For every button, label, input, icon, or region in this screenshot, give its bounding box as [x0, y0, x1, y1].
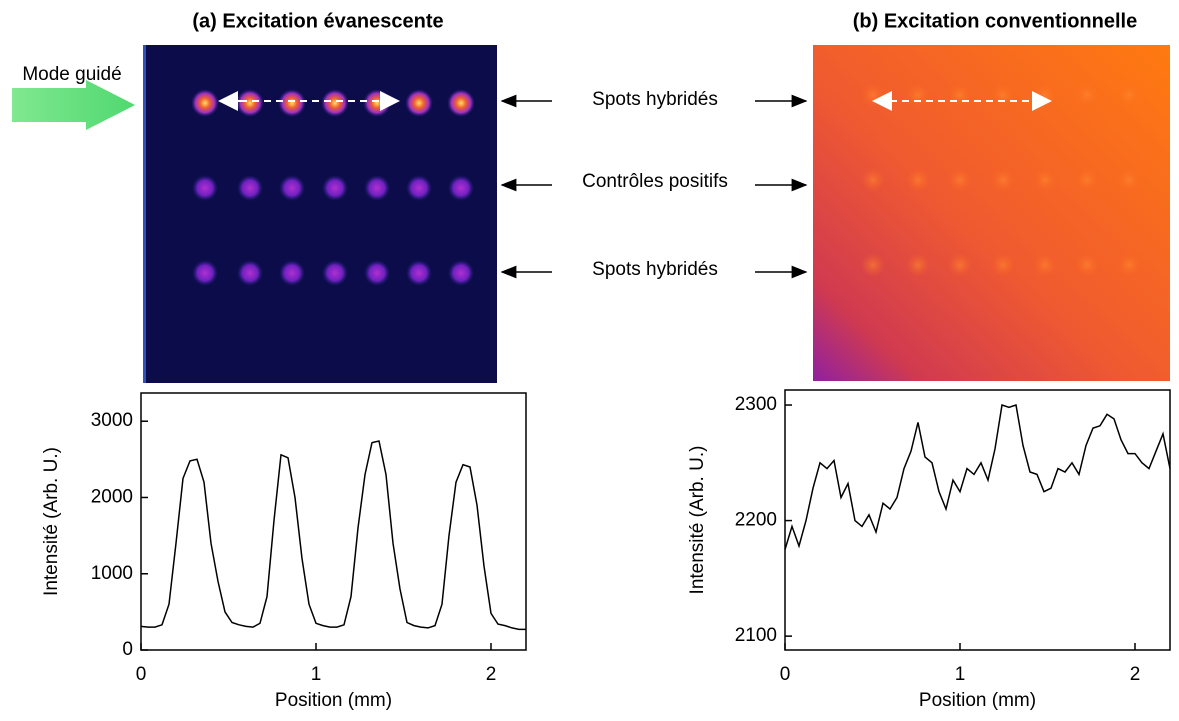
plot-frame [784, 389, 1171, 651]
x-axis-label: Position (mm) [275, 690, 392, 711]
spot [991, 253, 1015, 277]
y-tick-label: 2000 [91, 486, 133, 507]
spot [1117, 168, 1141, 192]
x-tick-label: 0 [136, 664, 147, 685]
spot [322, 260, 348, 286]
spot [1033, 168, 1057, 192]
spot [364, 260, 390, 286]
plot-frame [140, 392, 527, 651]
spot [192, 175, 218, 201]
spot [236, 89, 264, 117]
y-axis-label: Intensité (Arb. U.) [687, 446, 708, 595]
spot [363, 89, 391, 117]
data-line [784, 404, 1171, 550]
spot [1117, 253, 1141, 277]
spot [991, 83, 1015, 107]
annotation-arrows [500, 94, 808, 279]
spot [321, 89, 349, 117]
spot [191, 89, 219, 117]
spot [364, 175, 390, 201]
chart-title: (a) Excitation évanescente [192, 10, 443, 32]
spot [1075, 83, 1099, 107]
spot [906, 83, 930, 107]
spot [948, 253, 972, 277]
spot [322, 175, 348, 201]
spot [1075, 253, 1099, 277]
spot [1117, 83, 1141, 107]
y-tick-label: 2200 [735, 510, 777, 531]
spot [991, 168, 1015, 192]
spot [861, 168, 885, 192]
y-tick-label: 1000 [91, 563, 133, 584]
spot [1075, 168, 1099, 192]
annotation: Spots hybridés [592, 89, 718, 110]
spot [192, 260, 218, 286]
spot [948, 83, 972, 107]
annotation: Mode guidé [22, 64, 121, 85]
spot [447, 89, 475, 117]
spot [279, 260, 305, 286]
y-tick-label: 2300 [735, 394, 777, 415]
image-evanescent [143, 45, 497, 383]
x-tick-label: 1 [955, 664, 966, 685]
chart-title: (b) Excitation conventionnelle [853, 10, 1137, 32]
spot [237, 175, 263, 201]
spot [279, 175, 305, 201]
spot [448, 260, 474, 286]
y-axis-label: Intensité (Arb. U.) [41, 447, 62, 596]
y-tick-label: 0 [122, 639, 133, 660]
spot [1033, 253, 1057, 277]
spot [448, 175, 474, 201]
image-conventional [813, 45, 1170, 381]
x-tick-label: 1 [311, 664, 322, 685]
spot [278, 89, 306, 117]
annotation: Contrôles positifs [582, 171, 728, 192]
x-axis-label: Position (mm) [919, 690, 1036, 711]
spot [406, 260, 432, 286]
spot [906, 168, 930, 192]
spot [861, 253, 885, 277]
annotation: Spots hybridés [592, 259, 718, 280]
x-tick-label: 0 [780, 664, 791, 685]
spot [406, 175, 432, 201]
spot [861, 83, 885, 107]
y-tick-label: 3000 [91, 410, 133, 431]
spot [237, 260, 263, 286]
y-tick-label: 2100 [735, 625, 777, 646]
spot [906, 253, 930, 277]
x-tick-label: 2 [486, 664, 497, 685]
spot [1033, 83, 1057, 107]
data-line [140, 440, 526, 631]
spot [405, 89, 433, 117]
x-tick-label: 2 [1130, 664, 1141, 685]
guided-mode-arrow [12, 80, 135, 130]
spot [948, 168, 972, 192]
